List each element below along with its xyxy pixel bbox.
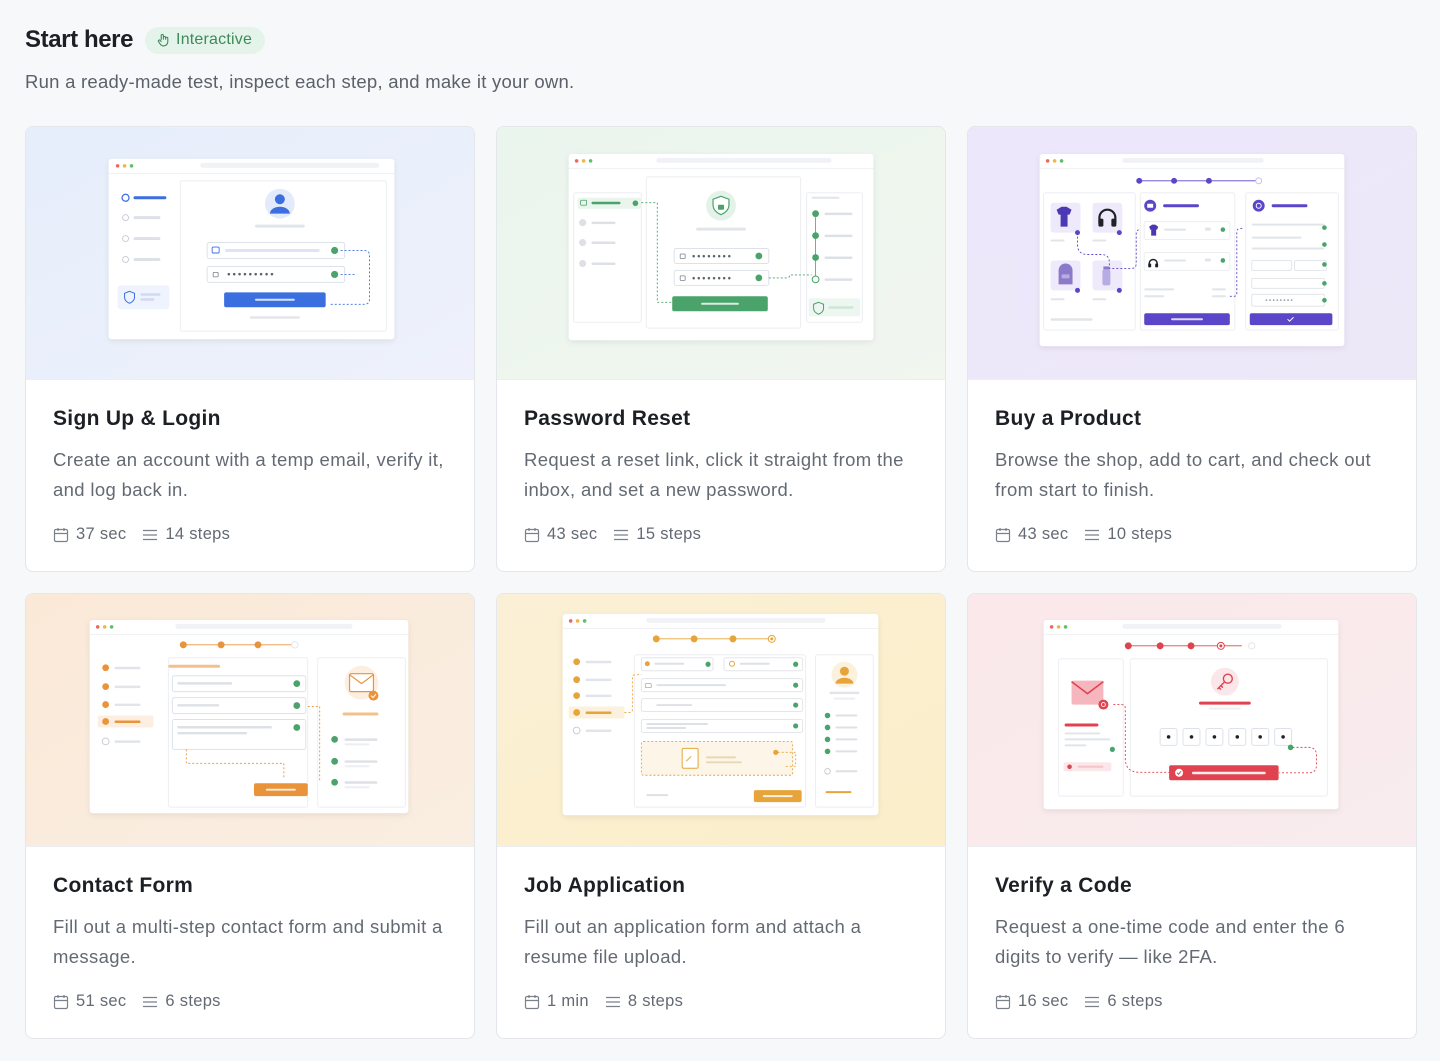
- svg-text:••••••••: ••••••••: [1265, 297, 1294, 304]
- list-icon: [143, 529, 158, 540]
- card-title: Job Application: [524, 874, 686, 897]
- card-duration: 1 min: [547, 992, 589, 1010]
- card-description: Fill out a multi-step contact form and s…: [53, 916, 443, 967]
- card-duration: 16 sec: [1018, 992, 1069, 1010]
- card-description: Fill out an application form and attach …: [524, 916, 862, 967]
- contact-form-illustration: [26, 594, 474, 846]
- template-card-buy-product[interactable]: •••••••• Buy a Product Browse the shop, …: [967, 126, 1417, 572]
- card-steps: 10 steps: [1107, 525, 1173, 543]
- card-title: Password Reset: [524, 407, 691, 430]
- card-meta: 43 sec 15 steps: [524, 525, 921, 544]
- card-title: Contact Form: [53, 874, 194, 897]
- card-illustration: [497, 594, 945, 847]
- card-meta: 1 min 8 steps: [524, 992, 921, 1011]
- card-meta: 51 sec 6 steps: [53, 992, 450, 1011]
- card-description: Browse the shop, add to cart, and check …: [995, 449, 1372, 500]
- card-illustration: [968, 594, 1416, 847]
- card-steps: 6 steps: [165, 992, 221, 1010]
- page-title: Start here: [25, 26, 134, 53]
- card-steps: 15 steps: [636, 525, 702, 543]
- calendar-icon: [524, 527, 540, 542]
- card-meta: 16 sec 6 steps: [995, 992, 1392, 1011]
- pointer-icon: [157, 33, 169, 47]
- card-duration: 43 sec: [547, 525, 598, 543]
- card-steps: 6 steps: [1107, 992, 1163, 1010]
- list-icon: [1085, 996, 1100, 1007]
- template-card-password-reset[interactable]: •••••••• ••••••••: [496, 126, 946, 572]
- svg-text:••••••••: ••••••••: [691, 273, 732, 283]
- card-title: Sign Up & Login: [53, 407, 221, 430]
- card-illustration: ••••••••: [968, 127, 1416, 380]
- calendar-icon: [53, 527, 69, 542]
- card-title: Buy a Product: [995, 407, 1142, 430]
- card-title: Verify a Code: [995, 874, 1132, 897]
- interactive-badge: Interactive: [145, 26, 266, 54]
- card-illustration: [26, 594, 474, 847]
- list-icon: [143, 996, 158, 1007]
- card-meta: 37 sec 14 steps: [53, 525, 450, 544]
- card-description: Create an account with a temp email, ver…: [53, 449, 444, 500]
- list-icon: [605, 996, 620, 1007]
- list-icon: [1085, 529, 1100, 540]
- password-reset-illustration: •••••••• ••••••••: [497, 127, 945, 379]
- buy-product-illustration: ••••••••: [968, 127, 1416, 379]
- card-illustration: •••••••••: [26, 127, 474, 380]
- svg-text:•••••••••: •••••••••: [226, 270, 275, 280]
- card-description: Request a reset link, click it straight …: [524, 449, 904, 500]
- card-duration: 51 sec: [76, 992, 127, 1010]
- template-card-contact-form[interactable]: Contact Form Fill out a multi-step conta…: [25, 593, 475, 1039]
- calendar-icon: [53, 994, 69, 1009]
- template-card-job-application[interactable]: Job Application Fill out an application …: [496, 593, 946, 1039]
- badge-label: Interactive: [176, 31, 253, 48]
- card-duration: 37 sec: [76, 525, 127, 543]
- card-description: Request a one-time code and enter the 6 …: [995, 916, 1345, 967]
- calendar-icon: [995, 994, 1011, 1009]
- page-subtitle: Run a ready-made test, inspect each step…: [25, 71, 575, 92]
- job-application-illustration: [497, 594, 945, 846]
- page-header: Start here Interactive Run a ready-made …: [25, 24, 574, 93]
- template-card-signup-login[interactable]: ••••••••• Sign Up & Login Create an acco…: [25, 126, 475, 572]
- card-meta: 43 sec 10 steps: [995, 525, 1392, 544]
- svg-text:••••••••: ••••••••: [691, 251, 732, 261]
- template-card-verify-code[interactable]: Verify a Code Request a one-time code an…: [967, 593, 1417, 1039]
- card-steps: 8 steps: [627, 992, 684, 1010]
- card-steps: 14 steps: [165, 525, 231, 543]
- card-duration: 43 sec: [1018, 525, 1069, 543]
- list-icon: [614, 529, 629, 540]
- signup-illustration: •••••••••: [26, 127, 474, 379]
- card-illustration: •••••••• ••••••••: [497, 127, 945, 380]
- verify-code-illustration: [968, 594, 1416, 846]
- calendar-icon: [524, 994, 540, 1009]
- calendar-icon: [995, 527, 1011, 542]
